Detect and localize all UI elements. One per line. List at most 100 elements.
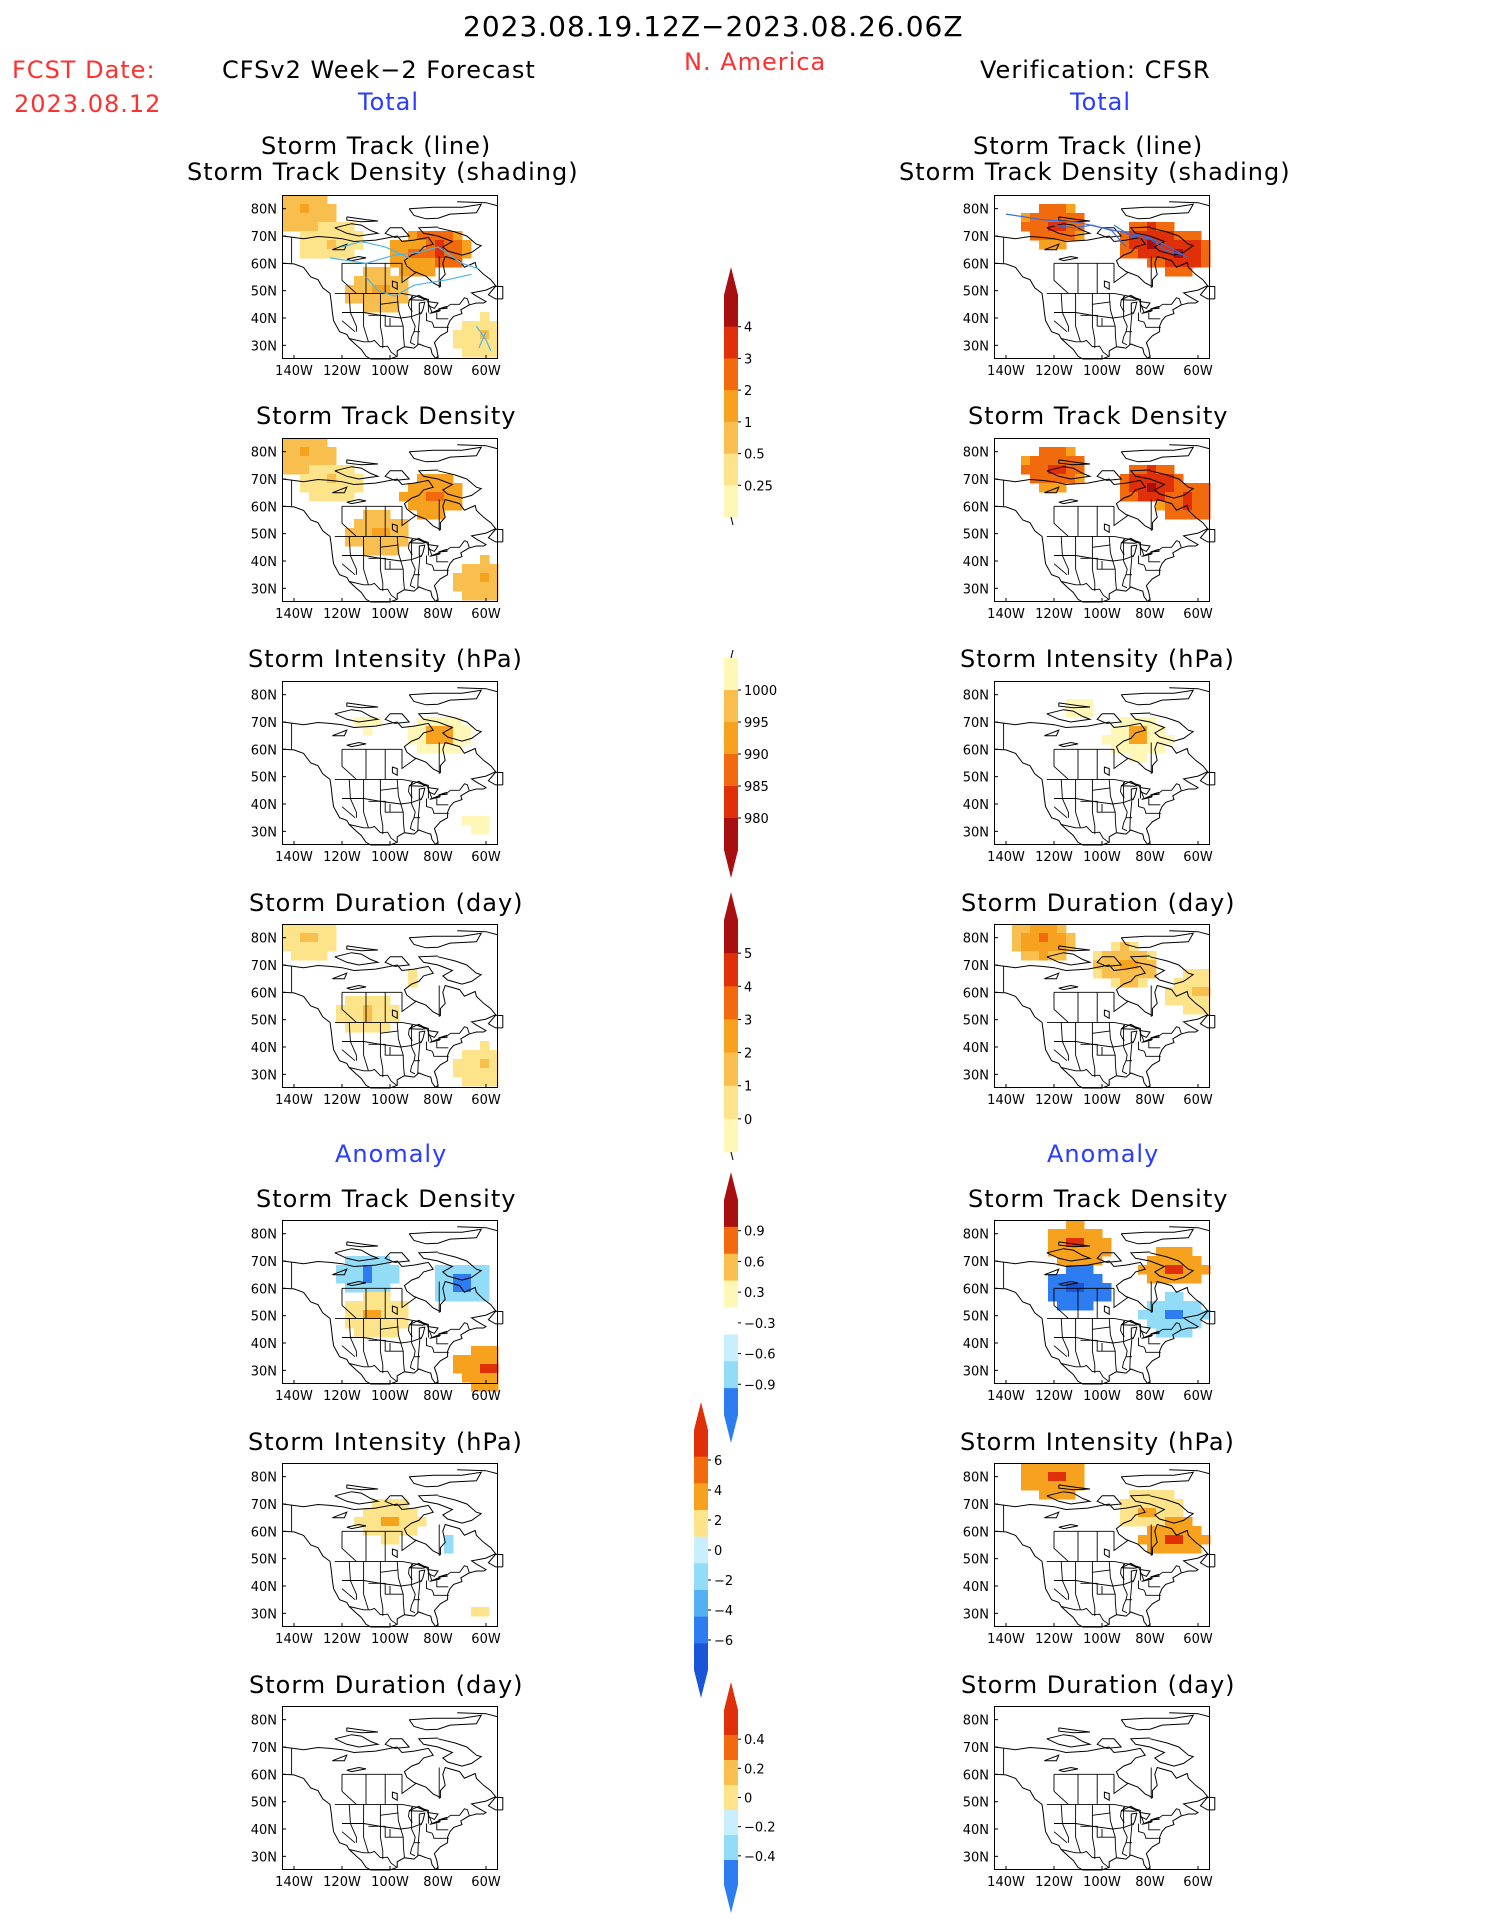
- island-outline: [334, 1491, 380, 1505]
- lon-tick-label: 60W: [1183, 1093, 1213, 1108]
- shading-cell: [309, 951, 319, 961]
- colorbar-segment: [724, 658, 738, 691]
- shading-cell: [453, 1068, 463, 1078]
- shading-cell: [444, 1544, 454, 1554]
- shading-cell: [1183, 978, 1193, 988]
- border-line: [1138, 1041, 1161, 1057]
- colorbar-label: −0.3: [744, 1317, 776, 1332]
- shading-cell: [1174, 1328, 1184, 1338]
- shading-cell: [1156, 744, 1166, 754]
- shading-cell: [390, 528, 400, 538]
- shading-cell: [489, 1346, 499, 1356]
- shading-cell: [372, 1283, 382, 1293]
- shading-cell: [471, 1382, 481, 1392]
- shading-cell: [309, 924, 319, 934]
- shading-cell: [1165, 267, 1175, 277]
- shading-cell: [1048, 456, 1058, 466]
- lake-outline: [438, 791, 448, 796]
- map-frame: [282, 1463, 498, 1627]
- shading-cell: [1165, 1490, 1175, 1500]
- shading-cell: [1120, 492, 1130, 502]
- shading-cell: [480, 555, 490, 565]
- colorbar-label: 2: [714, 1514, 722, 1529]
- colorbar-segment: [724, 295, 738, 328]
- colorbar-1: 0.25 0.5 1 2 3 4: [724, 265, 794, 526]
- colorbar-segment: [724, 1361, 738, 1389]
- colorbar-segment: [724, 986, 738, 1020]
- shading-cell: [471, 591, 481, 601]
- island-outline: [408, 203, 483, 220]
- lat-tick-label: 40N: [251, 312, 277, 327]
- shading-cell: [444, 231, 454, 241]
- shading-cell: [1084, 1238, 1094, 1248]
- colorbar-triangle: [724, 850, 738, 878]
- island-outline: [384, 956, 411, 967]
- shading-cell: [309, 213, 319, 223]
- shading-cell: [435, 231, 445, 241]
- shading-cell: [345, 528, 355, 538]
- border-line: [416, 1024, 429, 1042]
- shading-cell: [1192, 978, 1202, 988]
- shading-cell: [345, 1005, 355, 1015]
- lake-outline: [391, 1548, 398, 1559]
- lon-tick-label: 120W: [1035, 1093, 1073, 1108]
- coastline: [281, 478, 497, 603]
- shading-cell: [1021, 951, 1031, 961]
- shading-cell: [444, 1283, 454, 1293]
- shading-cell: [417, 510, 427, 520]
- shading-cell: [1183, 1274, 1193, 1284]
- shading-cell: [471, 321, 481, 331]
- shading-cell: [1129, 1517, 1139, 1527]
- shading-cell: [300, 204, 310, 214]
- border-line: [1128, 295, 1141, 313]
- shading-cell: [390, 1265, 400, 1275]
- lake-outline: [1150, 1816, 1160, 1821]
- shading-cell: [1156, 1544, 1166, 1554]
- shading-cell: [363, 1256, 373, 1266]
- shading-cell: [1021, 465, 1031, 475]
- shading-cell: [354, 1265, 364, 1275]
- lat-tick-label: 50N: [963, 1553, 989, 1568]
- shading-cell: [309, 942, 319, 952]
- shading-cell: [1165, 240, 1175, 250]
- shading-cell: [363, 267, 373, 277]
- shading-cell: [1039, 447, 1049, 457]
- island-outline: [1058, 1241, 1091, 1248]
- colorbar-label: 0.2: [744, 1762, 765, 1777]
- shading-cell: [462, 240, 472, 250]
- border-line: [363, 1804, 369, 1853]
- shading-cell: [309, 492, 319, 502]
- border-line: [348, 293, 357, 332]
- shading-cell: [462, 726, 472, 736]
- shading-cell: [1111, 951, 1121, 961]
- shading-cell: [489, 1050, 499, 1060]
- border-line: [416, 781, 429, 799]
- lake-outline: [391, 1009, 398, 1020]
- shading-cell: [1129, 231, 1139, 241]
- shading-cell: [318, 924, 328, 934]
- border-line: [380, 1326, 399, 1330]
- colorbar-segment: [724, 1052, 738, 1087]
- lake-outline: [1120, 1805, 1140, 1812]
- map-outline: [281, 1712, 504, 1871]
- shading-cell: [1021, 213, 1031, 223]
- border-line: [341, 1288, 357, 1319]
- lat-tick-label: 30N: [963, 1607, 989, 1622]
- border-line: [1075, 1318, 1081, 1367]
- border-line: [342, 798, 421, 805]
- shading-cell: [300, 924, 310, 934]
- lat-tick-label: 30N: [251, 339, 277, 354]
- lon-tick-label: 140W: [987, 850, 1025, 865]
- shading-cell: [327, 474, 337, 484]
- shading-cell: [372, 1005, 382, 1015]
- border-line: [342, 312, 421, 319]
- shading-cell: [354, 537, 364, 547]
- lat-tick-label: 50N: [963, 285, 989, 300]
- shading-cell: [327, 204, 337, 214]
- shading-layer: [282, 195, 499, 358]
- island-outline: [1120, 1471, 1195, 1488]
- shading-cell: [363, 1283, 373, 1293]
- lon-tick-label: 100W: [1083, 1389, 1121, 1404]
- shading-cell: [354, 1014, 364, 1024]
- lat-tick-label: 40N: [251, 1337, 277, 1352]
